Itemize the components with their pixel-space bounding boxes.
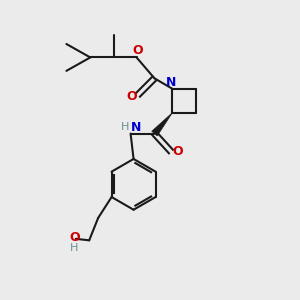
Text: O: O [69,231,80,244]
Text: O: O [172,145,183,158]
Text: H: H [121,122,129,132]
Polygon shape [152,113,172,136]
Text: N: N [131,121,141,134]
Text: O: O [132,44,143,57]
Text: O: O [126,90,137,103]
Text: N: N [166,76,176,89]
Text: H: H [70,243,79,254]
